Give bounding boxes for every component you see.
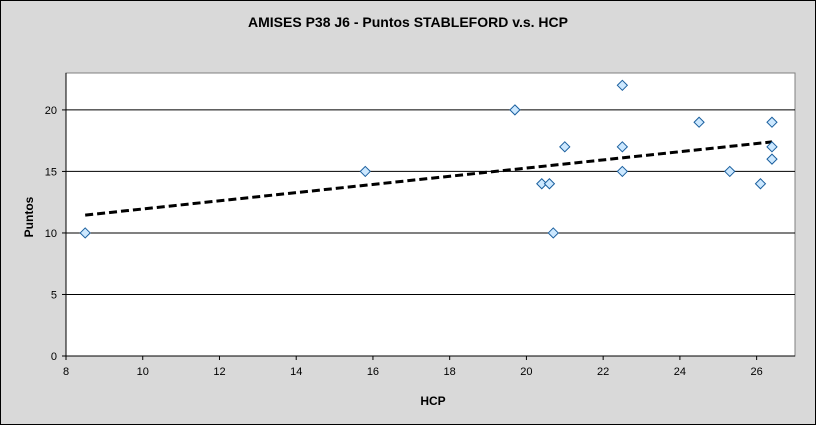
trendline (85, 140, 773, 217)
x-tick-label: 10 (137, 366, 149, 378)
x-tick-label: 26 (751, 366, 763, 378)
trendline-group (85, 140, 773, 217)
y-tick-label: 0 (51, 351, 57, 363)
data-point (724, 165, 736, 178)
y-axis-ticks: 0 5 10 15 20 (45, 105, 66, 363)
x-tick-label: 22 (597, 366, 609, 378)
chart-title: AMISES P38 J6 - Puntos STABLEFORD v.s. H… (248, 14, 568, 30)
data-point (616, 141, 629, 153)
x-axis-label: HCP (420, 394, 445, 408)
y-tick-label: 20 (45, 105, 57, 117)
x-tick-label: 20 (520, 366, 532, 378)
x-tick-label: 16 (367, 366, 379, 378)
x-axis-ticks: 8 10 12 14 16 18 20 22 24 26 (63, 356, 763, 378)
data-point (509, 104, 521, 116)
data-point (754, 178, 767, 190)
data-points (79, 79, 778, 239)
y-tick-label: 15 (45, 166, 57, 178)
gridlines (66, 109, 795, 295)
x-tick-label: 12 (213, 366, 225, 378)
data-point (536, 178, 548, 190)
x-tick-label: 24 (674, 366, 686, 378)
data-point (616, 79, 629, 92)
data-point (693, 116, 705, 128)
data-point (766, 153, 778, 165)
x-tick-label: 18 (444, 366, 456, 378)
x-tick-label: 14 (290, 366, 302, 378)
data-point (547, 227, 559, 239)
data-point (543, 178, 556, 190)
y-tick-label: 5 (51, 289, 57, 301)
data-point (559, 141, 571, 153)
x-tick-label: 8 (63, 366, 69, 378)
y-axis-label: Puntos (22, 196, 36, 237)
data-point (766, 141, 778, 153)
data-point (359, 165, 371, 178)
y-tick-label: 10 (45, 228, 57, 240)
data-point (79, 227, 91, 239)
data-point (616, 165, 629, 178)
data-point (766, 116, 778, 128)
plot-area (65, 72, 796, 357)
